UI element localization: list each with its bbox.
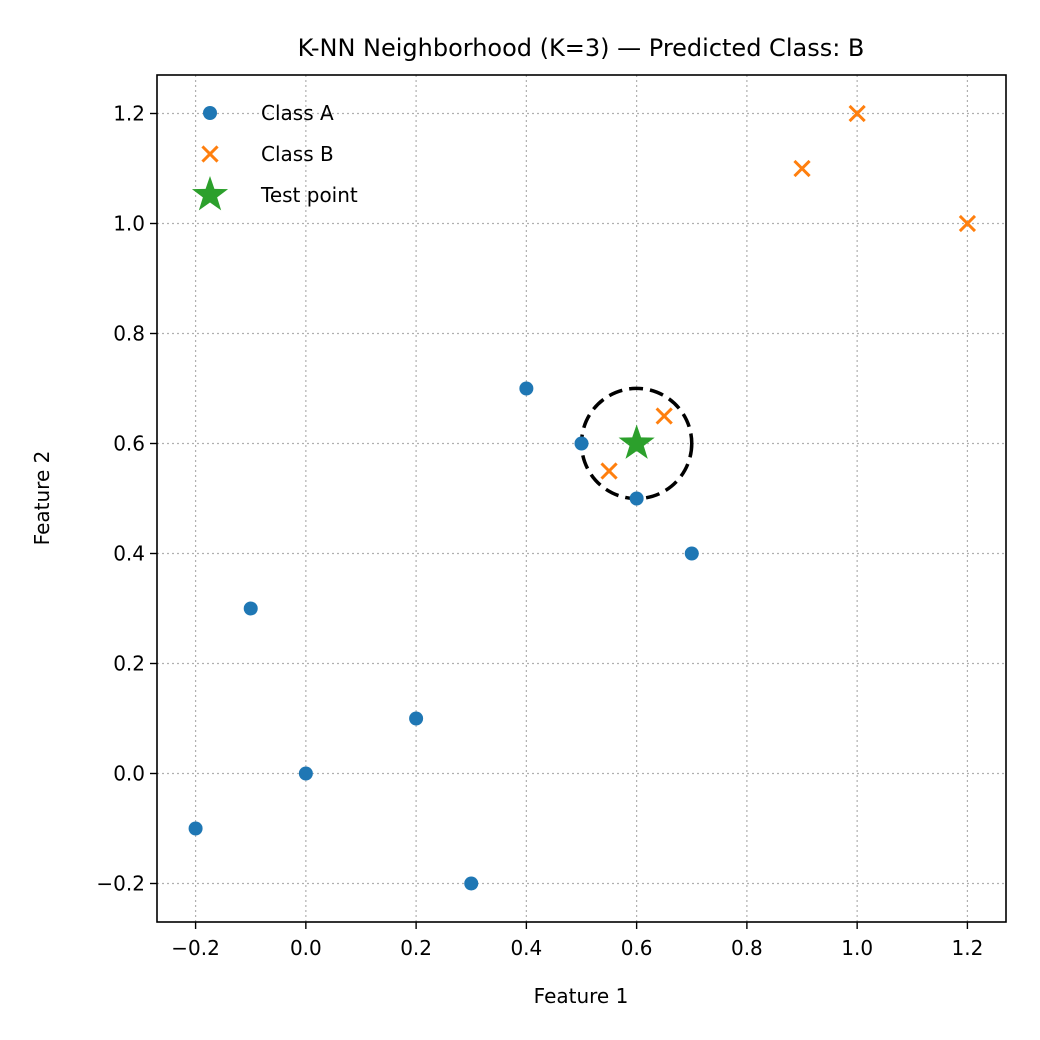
x-marker-stroke bbox=[600, 462, 618, 480]
data-point bbox=[298, 766, 313, 781]
axis-ticks: −0.2 0.0 0.2 0.4 0.6 0.8 1.0 1.2 −0.2 0.0 0.2 0.4 0.… bbox=[96, 102, 983, 961]
legend-item: Class A bbox=[203, 101, 334, 125]
data-point bbox=[958, 214, 977, 233]
x-axis-label: Feature 1 bbox=[534, 984, 629, 1008]
x-tick-label: 1.2 bbox=[952, 936, 984, 960]
legend-item: Test point bbox=[191, 176, 358, 211]
x-marker-stroke bbox=[958, 214, 977, 233]
legend: Class A Class B Test point bbox=[191, 101, 358, 211]
data-point bbox=[684, 546, 699, 561]
y-tick-label: 0.8 bbox=[113, 322, 145, 346]
y-tick-label: 0.0 bbox=[113, 762, 145, 786]
x-tick-label: −0.2 bbox=[171, 936, 220, 960]
legend-label: Test point bbox=[260, 183, 358, 207]
plot-frame bbox=[156, 74, 1007, 923]
legend-marker bbox=[191, 176, 229, 211]
y-axis-label: Feature 2 bbox=[30, 451, 54, 546]
data-point bbox=[600, 462, 618, 480]
x-marker-stroke bbox=[655, 407, 673, 425]
data-point bbox=[618, 424, 655, 459]
data-point bbox=[188, 821, 203, 836]
data-point bbox=[574, 436, 589, 451]
legend-label: Class A bbox=[261, 101, 334, 125]
y-tick-label: 0.4 bbox=[113, 542, 145, 566]
legend-marker bbox=[203, 106, 217, 120]
data-point bbox=[629, 491, 644, 506]
x-tick-label: 1.0 bbox=[841, 936, 873, 960]
grid bbox=[157, 75, 1006, 922]
chart-title: K-NN Neighborhood (K=3) — Predicted Clas… bbox=[298, 34, 865, 62]
x-marker-stroke bbox=[848, 104, 866, 123]
data-point bbox=[793, 159, 811, 178]
legend-item: Class B bbox=[201, 142, 334, 166]
legend-label: Class B bbox=[261, 142, 334, 166]
series-class-b bbox=[600, 104, 977, 480]
data-point bbox=[464, 876, 479, 891]
x-tick-label: 0.0 bbox=[290, 936, 322, 960]
data-points bbox=[188, 104, 977, 891]
data-point bbox=[409, 711, 424, 726]
y-tick-label: 1.0 bbox=[113, 212, 145, 236]
data-point bbox=[848, 104, 866, 123]
y-tick-label: 0.2 bbox=[113, 652, 145, 676]
x-tick-label: 0.2 bbox=[400, 936, 432, 960]
data-point bbox=[243, 601, 258, 616]
series-test-point bbox=[618, 424, 655, 459]
x-tick-label: 0.6 bbox=[621, 936, 653, 960]
y-tick-label: 1.2 bbox=[113, 102, 145, 126]
y-tick-label: −0.2 bbox=[96, 872, 145, 896]
x-tick-label: 0.4 bbox=[510, 936, 542, 960]
data-point bbox=[655, 407, 673, 425]
y-tick-label: 0.6 bbox=[113, 432, 145, 456]
series-class-a bbox=[188, 381, 699, 891]
x-tick-label: 0.8 bbox=[731, 936, 763, 960]
x-marker-stroke bbox=[793, 159, 811, 178]
legend-marker bbox=[201, 145, 219, 163]
data-point bbox=[519, 381, 534, 396]
x-marker-stroke bbox=[201, 145, 219, 163]
